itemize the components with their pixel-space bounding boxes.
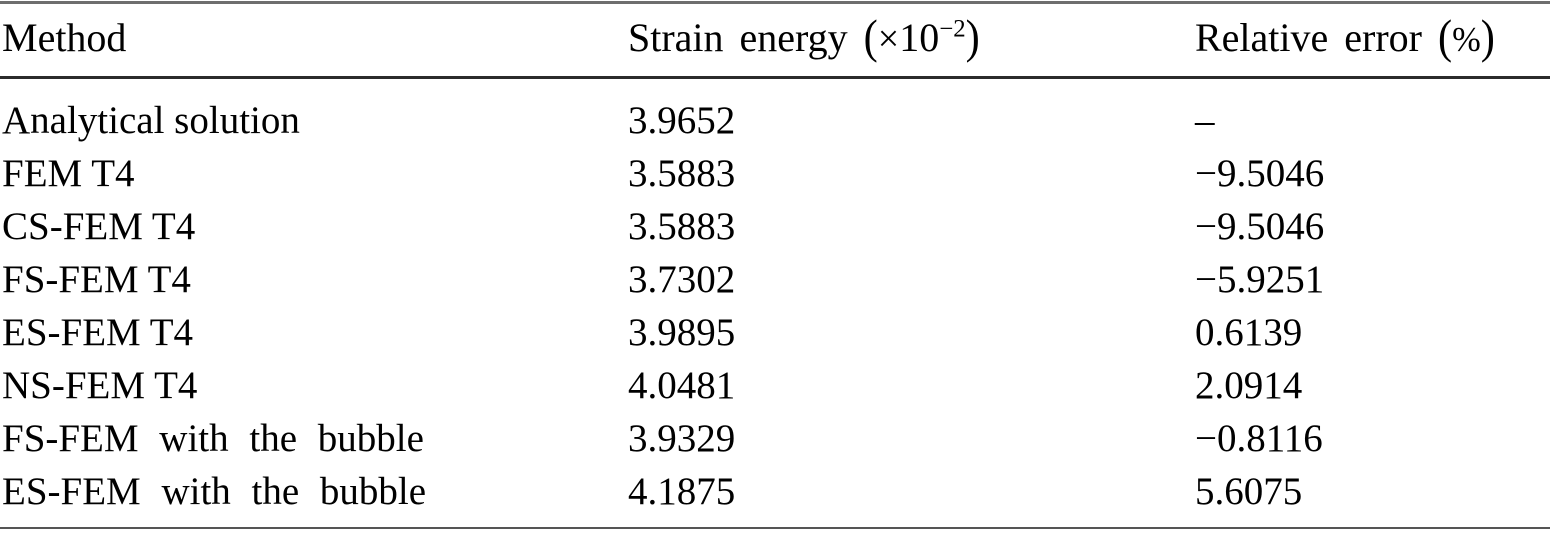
cell-method: ES-FEM T4 bbox=[2, 311, 194, 354]
cell-strain-energy: 4.1875 bbox=[628, 470, 736, 513]
table-top-rule bbox=[0, 1, 1550, 4]
column-header-method: Method bbox=[0, 0, 628, 80]
cell-relative-error: 0.6139 bbox=[1195, 311, 1303, 354]
table-row: ES-FEM with the bubble 4.1875 5.6075 bbox=[0, 465, 1550, 518]
column-header-strain-energy-label: Strain energy bbox=[628, 15, 848, 60]
unit-close-paren: ) bbox=[965, 11, 980, 64]
cell-strain-energy: 3.9895 bbox=[628, 311, 736, 354]
table-row: Analytical solution 3.9652 – bbox=[0, 80, 1550, 147]
cell-strain-energy: 3.5883 bbox=[628, 152, 736, 195]
cell-relative-error: 5.6075 bbox=[1195, 470, 1303, 513]
percent-close-paren: ) bbox=[1480, 11, 1495, 64]
table-head: Method Strain energy (×10−2) Relative er… bbox=[0, 0, 1550, 80]
table-row: NS-FEM T4 4.0481 2.0914 bbox=[0, 359, 1550, 412]
cell-relative-error: – bbox=[1195, 99, 1215, 142]
cell-method: FEM T4 bbox=[2, 152, 135, 195]
cell-method: CS-FEM T4 bbox=[2, 205, 196, 248]
table-bottom-rule bbox=[0, 527, 1550, 529]
column-header-relative-error: Relative error (%) bbox=[1195, 0, 1550, 80]
cell-method: FS-FEM with the bubble bbox=[2, 417, 424, 460]
cell-method: FS-FEM T4 bbox=[2, 258, 191, 301]
unit-exponent: −2 bbox=[939, 15, 966, 43]
results-table: Method Strain energy (×10−2) Relative er… bbox=[0, 0, 1550, 518]
percent-sign: % bbox=[1452, 21, 1481, 59]
table-row: FEM T4 3.5883 −9.5046 bbox=[0, 147, 1550, 200]
cell-relative-error: 2.0914 bbox=[1195, 364, 1303, 407]
table-row: FS-FEM with the bubble 3.9329 −0.8116 bbox=[0, 412, 1550, 465]
percent-open-paren: ( bbox=[1438, 11, 1453, 64]
cell-strain-energy: 4.0481 bbox=[628, 364, 736, 407]
cell-relative-error: −5.9251 bbox=[1195, 258, 1325, 301]
column-header-relative-error-label: Relative error bbox=[1195, 15, 1422, 60]
table-row: FS-FEM T4 3.7302 −5.9251 bbox=[0, 253, 1550, 306]
cell-strain-energy: 3.5883 bbox=[628, 205, 736, 248]
column-header-method-label: Method bbox=[2, 15, 127, 60]
cell-method: NS-FEM T4 bbox=[2, 364, 198, 407]
table-header-row: Method Strain energy (×10−2) Relative er… bbox=[0, 0, 1550, 80]
table-row: ES-FEM T4 3.9895 0.6139 bbox=[0, 306, 1550, 359]
unit-base: 10 bbox=[899, 15, 940, 60]
cell-strain-energy: 3.9329 bbox=[628, 417, 736, 460]
column-header-strain-energy: Strain energy (×10−2) bbox=[628, 0, 1195, 80]
cell-relative-error: −0.8116 bbox=[1195, 417, 1323, 460]
cell-relative-error: −9.5046 bbox=[1195, 152, 1325, 195]
unit-times-sign: × bbox=[877, 18, 900, 60]
unit-open-paren: ( bbox=[863, 11, 878, 64]
cell-strain-energy: 3.7302 bbox=[628, 258, 736, 301]
table-header-rule bbox=[0, 76, 1550, 79]
table-body: Analytical solution 3.9652 – FEM T4 3.58… bbox=[0, 80, 1550, 518]
cell-method: ES-FEM with the bubble bbox=[2, 470, 427, 513]
cell-strain-energy: 3.9652 bbox=[628, 99, 736, 142]
cell-method: Analytical solution bbox=[2, 99, 300, 142]
table-row: CS-FEM T4 3.5883 −9.5046 bbox=[0, 200, 1550, 253]
cell-relative-error: −9.5046 bbox=[1195, 205, 1325, 248]
